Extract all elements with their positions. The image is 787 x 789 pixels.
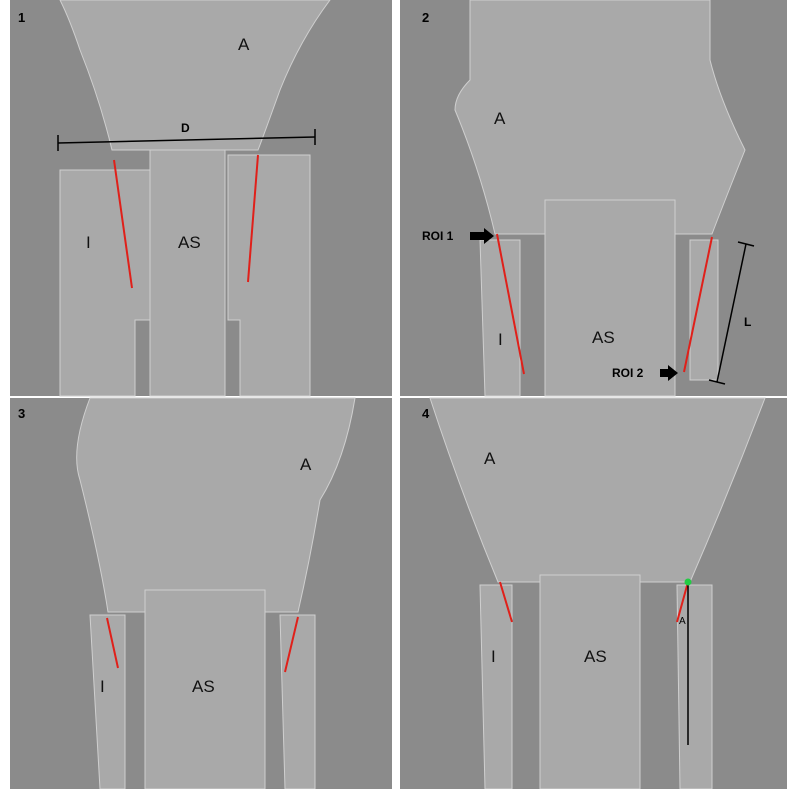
- panel-4: 4 A I AS A: [400, 398, 787, 789]
- panel-number: 1: [18, 10, 25, 25]
- label: ROI 2: [612, 366, 644, 380]
- label: AS: [192, 677, 215, 696]
- label: L: [744, 315, 751, 329]
- page: 1 A D I AS 2 A ROI 1 I AS ROI 2 L 3: [0, 0, 787, 789]
- panel-1: 1 A D I AS: [10, 0, 392, 396]
- angle-label: A: [679, 616, 686, 627]
- reference-point: [685, 579, 692, 586]
- label: D: [181, 121, 190, 135]
- label: AS: [178, 233, 201, 252]
- abutment-screw: [545, 200, 675, 396]
- label: I: [100, 677, 105, 696]
- implant-right: [228, 155, 310, 396]
- label: A: [494, 109, 506, 128]
- label: A: [300, 455, 312, 474]
- figure: 1 A D I AS 2 A ROI 1 I AS ROI 2 L 3: [0, 0, 787, 789]
- label: A: [484, 449, 496, 468]
- implant-left: [480, 585, 512, 789]
- panel-number: 4: [422, 406, 430, 421]
- label: I: [491, 647, 496, 666]
- label: AS: [584, 647, 607, 666]
- label: I: [86, 233, 91, 252]
- abutment-screw: [150, 150, 225, 396]
- abutment-screw: [540, 575, 640, 789]
- panel-2: 2 A ROI 1 I AS ROI 2 L: [400, 0, 787, 396]
- implant-right: [690, 240, 718, 380]
- implant-right: [280, 615, 315, 789]
- panel-number: 2: [422, 10, 429, 25]
- label: A: [238, 35, 250, 54]
- panel-3: 3 A I AS: [10, 398, 392, 789]
- panel-number: 3: [18, 406, 25, 421]
- label: ROI 1: [422, 229, 454, 243]
- label: I: [498, 330, 503, 349]
- label: AS: [592, 328, 615, 347]
